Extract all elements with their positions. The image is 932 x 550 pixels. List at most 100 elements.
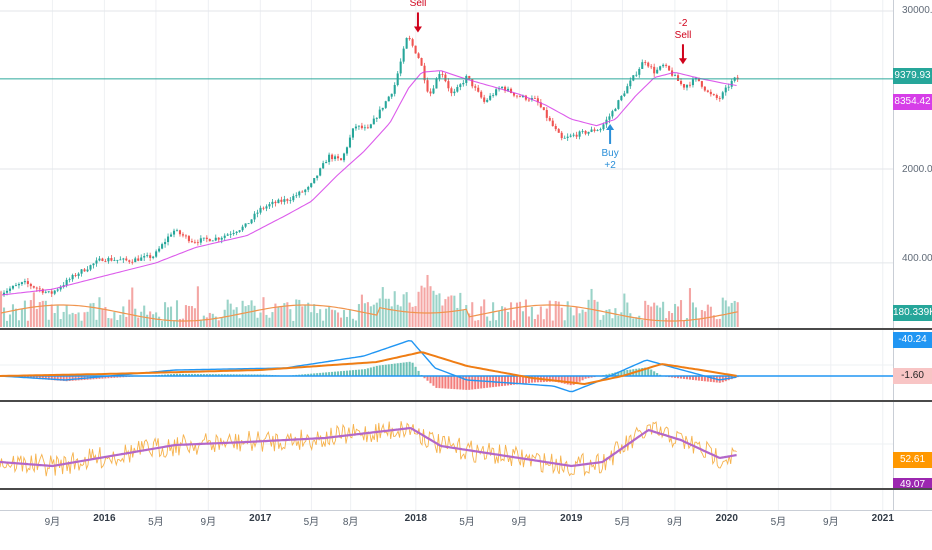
volume-bar (671, 313, 674, 327)
candle-body (339, 158, 343, 161)
volume-bar (107, 318, 110, 327)
volume-bar (426, 274, 429, 327)
volume-bar (286, 302, 289, 327)
volume-bar (462, 309, 465, 327)
volume-bar (339, 317, 343, 327)
volume-bar (53, 313, 56, 327)
candle-body (626, 86, 629, 94)
volume-bar (334, 310, 337, 327)
candle-body (691, 79, 694, 86)
candle-body (286, 199, 289, 201)
candle-body (268, 204, 271, 207)
candle-body (158, 248, 161, 252)
volume-bar (205, 317, 208, 327)
candle-body (468, 75, 471, 80)
candle-body (304, 189, 307, 193)
macd-histogram-bar (656, 373, 659, 376)
volume-bar (98, 297, 101, 327)
macd-histogram-bar (360, 369, 363, 376)
candle-body (199, 238, 202, 243)
volume-bar (366, 302, 369, 327)
candle-body (718, 98, 721, 99)
candle-body (32, 286, 35, 288)
macd-histogram-bar (259, 374, 262, 376)
volume-bar (384, 298, 387, 327)
candle-body (438, 74, 441, 79)
time-tick-label: 5月 (303, 517, 320, 528)
macd-histogram-bar (694, 376, 697, 381)
candle-body (402, 48, 405, 62)
macd-histogram-bar (253, 374, 256, 376)
pane-separator (0, 328, 932, 330)
time-tick-label: 5月 (148, 517, 164, 528)
macd-histogram-bar (372, 366, 375, 376)
candle-body (334, 156, 337, 160)
candle-body (65, 279, 68, 286)
candle-body (375, 118, 378, 119)
volume-bar (110, 318, 113, 327)
volume-bar (527, 316, 530, 327)
macd-histogram-bar (220, 374, 223, 376)
candle-body (679, 80, 683, 85)
candle-body (703, 86, 706, 91)
volume-bar (730, 302, 733, 327)
candle-body (238, 230, 241, 232)
volume-bar (122, 306, 125, 327)
candle-body (337, 156, 340, 159)
candle-body (351, 128, 354, 138)
volume-bar (399, 306, 402, 327)
macd-histogram-bar (241, 374, 244, 376)
candle-body (709, 91, 712, 95)
volume-bar (596, 301, 599, 327)
candle-body (41, 289, 44, 293)
candle-body (295, 195, 298, 197)
candle-body (563, 137, 566, 139)
volume-bar (235, 307, 238, 327)
volume-bar (38, 302, 41, 327)
macd-histogram-bar (74, 376, 77, 381)
volume-bar (325, 308, 328, 327)
time-tick-label: 9月 (823, 517, 839, 528)
macd-histogram-bar (530, 376, 533, 383)
sell-arrow-head (413, 26, 422, 33)
candle-body (369, 124, 372, 129)
candle-body (423, 65, 426, 81)
volume-bar (378, 298, 381, 327)
volume-bar (155, 312, 158, 327)
macd-histogram-bar (408, 361, 411, 376)
candle-body (187, 236, 190, 242)
macd-histogram-bar (414, 366, 417, 376)
volume-bar (542, 319, 545, 327)
macd-histogram-bar (399, 362, 402, 376)
volume-bar (5, 320, 9, 327)
volume-bar (444, 299, 447, 327)
macd-histogram-bar (450, 376, 453, 389)
volume-bar (178, 319, 182, 327)
volume-label: 180.339K (893, 305, 932, 321)
volume-bar (128, 299, 131, 327)
candle-body (548, 117, 551, 121)
candle-body (587, 131, 590, 134)
candle-body (712, 94, 715, 96)
volume-bar (575, 307, 578, 327)
candle-body (480, 91, 483, 98)
candle-body (253, 213, 256, 220)
candle-body (638, 68, 641, 75)
time-tick-label: 5月 (459, 517, 475, 528)
candle-body (143, 256, 146, 258)
volume-bar (668, 311, 671, 327)
candle-body (152, 256, 155, 258)
candle-body (405, 37, 408, 49)
volume-bar (161, 320, 164, 327)
volume-bar (140, 311, 143, 327)
candle-body (426, 80, 429, 92)
volume-bar (310, 312, 313, 327)
volume-bar (226, 299, 229, 327)
volume-bar (563, 320, 566, 327)
candle-body (569, 135, 572, 137)
volume-bar (143, 305, 146, 327)
candle-body (8, 288, 12, 291)
candle-body (262, 207, 265, 209)
volume-bar (319, 309, 322, 327)
